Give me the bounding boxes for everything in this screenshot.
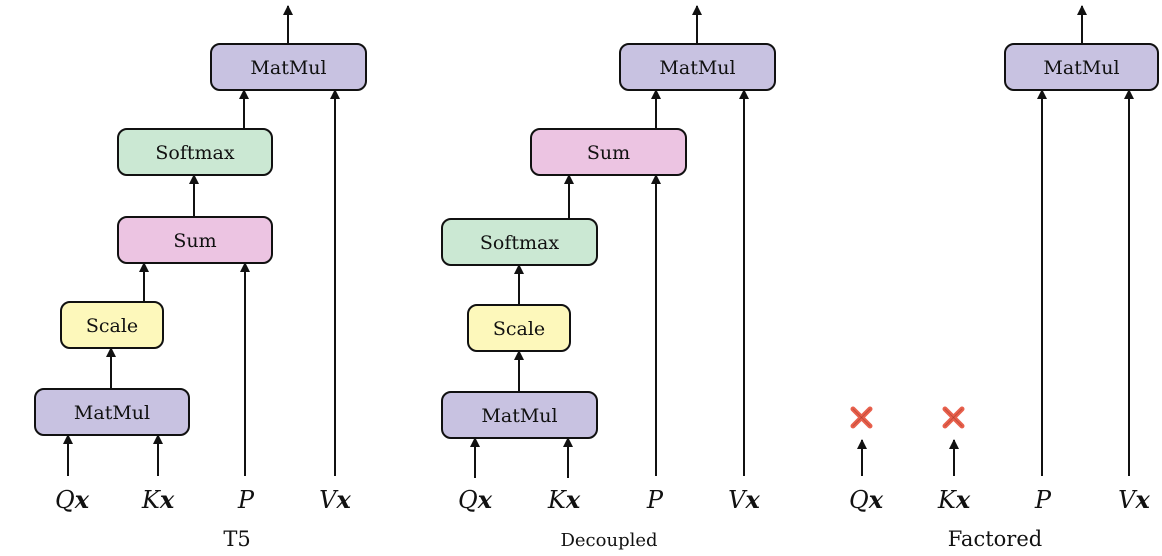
fac-input-vx-sub: x bbox=[1135, 485, 1151, 514]
t5-input-kx: Kx bbox=[141, 485, 175, 514]
t5-sum-label: Sum bbox=[173, 230, 216, 252]
panel-t5: MatMul Softmax Sum Scale MatMul Qx Kx P … bbox=[34, 5, 367, 551]
fac-input-p: P bbox=[1034, 486, 1052, 514]
fac-input-kx: Kx bbox=[937, 485, 971, 514]
t5-scale-label: Scale bbox=[86, 315, 138, 337]
fac-kx-cross-icon bbox=[942, 406, 965, 429]
fac-input-kx-base: K bbox=[937, 486, 958, 514]
t5-matmul-bottom-box: MatMul bbox=[34, 388, 190, 436]
factored-panel-title: Factored bbox=[948, 527, 1042, 551]
t5-input-p: P bbox=[237, 486, 255, 514]
t5-input-vx-base: V bbox=[319, 486, 339, 514]
t5-panel-title: T5 bbox=[223, 527, 250, 551]
dec-input-p: P bbox=[646, 486, 664, 514]
t5-input-vx: Vx bbox=[319, 485, 351, 514]
fac-input-qx: Qx bbox=[849, 485, 884, 514]
t5-input-p-base: P bbox=[237, 486, 255, 514]
dec-sum-box: Sum bbox=[530, 128, 687, 176]
t5-matmul-top-box: MatMul bbox=[210, 43, 367, 91]
fac-input-p-base: P bbox=[1034, 486, 1052, 514]
dec-softmax-label: Softmax bbox=[480, 232, 559, 254]
t5-input-kx-base: K bbox=[141, 486, 162, 514]
dec-scale-label: Scale bbox=[493, 318, 545, 340]
t5-sum-box: Sum bbox=[117, 216, 273, 264]
dec-input-kx: Kx bbox=[547, 485, 581, 514]
dec-matmul-top-box: MatMul bbox=[619, 43, 776, 91]
dec-input-qx-sub: x bbox=[477, 485, 493, 514]
decoupled-arrows bbox=[470, 5, 749, 478]
fac-input-vx-base: V bbox=[1118, 486, 1138, 514]
t5-softmax-label: Softmax bbox=[155, 142, 234, 164]
t5-arrows bbox=[63, 5, 340, 476]
t5-input-qx-sub: x bbox=[74, 485, 90, 514]
fac-input-qx-base: Q bbox=[849, 486, 869, 514]
t5-softmax-box: Softmax bbox=[117, 128, 273, 176]
t5-input-vx-sub: x bbox=[336, 485, 352, 514]
fac-matmul-top-label: MatMul bbox=[1043, 57, 1119, 79]
dec-input-qx-base: Q bbox=[458, 486, 478, 514]
t5-matmul-top-label: MatMul bbox=[250, 57, 326, 79]
t5-input-kx-sub: x bbox=[159, 485, 175, 514]
dec-sum-label: Sum bbox=[587, 142, 630, 164]
t5-input-qx: Qx bbox=[55, 485, 90, 514]
dec-softmax-box: Softmax bbox=[441, 218, 598, 266]
fac-input-qx-sub: x bbox=[868, 485, 884, 514]
dec-input-vx: Vx bbox=[728, 485, 760, 514]
t5-matmul-bottom-label: MatMul bbox=[74, 402, 150, 424]
fac-qx-cross-icon bbox=[850, 406, 873, 429]
t5-scale-box: Scale bbox=[60, 301, 164, 349]
fac-input-kx-sub: x bbox=[955, 485, 971, 514]
dec-input-qx: Qx bbox=[458, 485, 493, 514]
dec-input-kx-base: K bbox=[547, 486, 568, 514]
dec-input-p-base: P bbox=[646, 486, 664, 514]
dec-scale-box: Scale bbox=[467, 304, 571, 352]
dec-input-vx-base: V bbox=[728, 486, 748, 514]
fac-input-vx: Vx bbox=[1118, 485, 1150, 514]
dec-input-kx-sub: x bbox=[565, 485, 581, 514]
panel-factored: MatMul Qx Kx P Vx Factored bbox=[849, 5, 1159, 551]
decoupled-panel-title: Decoupled bbox=[560, 530, 657, 551]
t5-input-qx-base: Q bbox=[55, 486, 75, 514]
dec-input-vx-sub: x bbox=[745, 485, 761, 514]
dec-matmul-top-label: MatMul bbox=[659, 57, 735, 79]
dec-matmul-bottom-box: MatMul bbox=[441, 391, 598, 439]
factored-arrows bbox=[857, 5, 1134, 476]
panel-decoupled: MatMul Sum Softmax Scale MatMul Qx Kx P … bbox=[441, 5, 776, 551]
dec-matmul-bottom-label: MatMul bbox=[481, 405, 557, 427]
fac-matmul-top-box: MatMul bbox=[1004, 43, 1159, 91]
